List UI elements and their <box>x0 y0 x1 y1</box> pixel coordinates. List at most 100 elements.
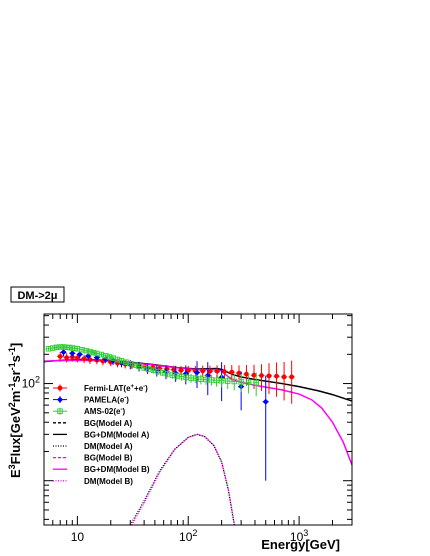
legend-label-part: DM(Model B) <box>84 477 133 486</box>
legend: Fermi-LAT(e++e-)PAMELA(e-)AMS-02(e-)BG(M… <box>53 384 150 486</box>
data-point <box>194 369 201 376</box>
legend-label-part: BG(Model B) <box>84 454 133 463</box>
legend-label-sup: - <box>124 396 126 402</box>
legend-label: DM(Model A) <box>84 442 133 451</box>
curve-dm-model-a- <box>129 433 235 525</box>
axis-ticks <box>43 314 353 525</box>
data-point <box>57 408 63 414</box>
x-tick-label: 102 <box>179 528 197 544</box>
y-label-sup: -1 <box>7 347 17 355</box>
legend-label-part: +e <box>134 384 144 393</box>
legend-label-part: AMS-02(e <box>84 407 121 416</box>
data-point <box>231 378 237 385</box>
y-label-sup: -1 <box>7 362 17 370</box>
data-point <box>200 368 206 374</box>
data-point <box>274 373 279 379</box>
y-label-sup: 3 <box>7 464 17 469</box>
y-label-part: Flux[GeV <box>8 407 23 464</box>
data-point <box>253 379 259 386</box>
legend-label: PAMELA(e-) <box>84 396 129 405</box>
legend-label-part: BG+DM(Model B) <box>84 465 150 474</box>
data-point <box>218 377 225 384</box>
data-point <box>222 369 227 374</box>
data-point <box>85 353 92 360</box>
data-point <box>106 354 113 360</box>
legend-entry: BG+DM(Model A) <box>53 430 150 439</box>
data-point <box>76 351 83 358</box>
data-point <box>229 369 235 375</box>
data-point <box>203 376 209 383</box>
y-axis-label: E3Flux[GeV2m-1sr-1s-1] <box>7 343 23 478</box>
y-label-part: sr <box>8 370 23 382</box>
legend-entry: AMS-02(e-) <box>53 407 125 416</box>
legend-label-part: BG+DM(Model A) <box>84 430 150 439</box>
legend-label: AMS-02(e-) <box>84 407 125 416</box>
legend-label-sup: + <box>131 384 135 390</box>
legend-label-part: PAMELA(e <box>84 396 125 405</box>
legend-label-part: BG(Model A) <box>84 419 132 428</box>
legend-label: BG+DM(Model A) <box>84 430 150 439</box>
series-ams-02-e- <box>45 344 260 397</box>
legend-entry: BG+DM(Model B) <box>53 465 150 474</box>
data-point <box>102 353 109 359</box>
data-point <box>185 368 191 373</box>
data-point <box>87 348 93 355</box>
x-tick-label: 10 <box>71 530 85 544</box>
data-point <box>214 368 220 374</box>
data-point <box>224 378 231 384</box>
y-label-sup: 2 <box>7 402 17 407</box>
data-point <box>74 355 80 361</box>
title-frame <box>10 286 65 303</box>
data-point <box>136 363 142 370</box>
x-tick-label-exp: 2 <box>192 528 197 538</box>
data-point <box>259 373 264 378</box>
legend-label-part: ) <box>122 407 125 416</box>
legend-label-part: ) <box>145 384 148 393</box>
data-point <box>289 374 295 380</box>
plot-frame <box>43 313 353 526</box>
y-tick-label-exp: 2 <box>35 375 40 385</box>
legend-label-part: DM(Model A) <box>84 442 133 451</box>
series-fermi-lat-e-e- <box>57 351 295 404</box>
data-point <box>262 398 269 405</box>
data-point <box>245 379 252 386</box>
data-point <box>50 345 56 351</box>
legend-entry: BG(Model B) <box>53 454 133 463</box>
data-point <box>57 396 63 403</box>
data-point <box>244 371 249 377</box>
legend-label: BG(Model A) <box>84 419 132 428</box>
data-point <box>281 374 287 380</box>
legend-label-sup: - <box>143 384 145 390</box>
data-point <box>266 373 272 379</box>
data-point <box>236 370 242 376</box>
x-axis-label: Energy[GeV] <box>261 537 340 552</box>
data-point <box>69 350 76 357</box>
data-point <box>207 368 213 374</box>
y-label-part: E <box>8 469 23 478</box>
data-point <box>178 367 184 373</box>
data-point <box>238 379 244 385</box>
data-point <box>83 347 89 354</box>
y-label-part: m <box>8 391 23 403</box>
chart-title: DM->2μ <box>17 290 57 302</box>
legend-label-part: ) <box>126 396 129 405</box>
legend-label-sup: - <box>120 407 122 413</box>
legend-entry: Fermi-LAT(e++e-) <box>53 384 148 393</box>
y-label-part: s <box>8 355 23 362</box>
data-point <box>57 354 63 359</box>
data-point <box>87 357 93 363</box>
data-point <box>81 356 87 362</box>
y-label-sup: -1 <box>7 383 17 391</box>
data-point <box>90 349 97 356</box>
data-point <box>64 355 70 361</box>
legend-entry: BG(Model A) <box>53 419 132 428</box>
legend-label: DM(Model B) <box>84 477 133 486</box>
legend-entry: DM(Model A) <box>53 442 133 451</box>
x-tick-label-exp: 3 <box>303 528 308 538</box>
legend-label: Fermi-LAT(e++e-) <box>84 384 148 393</box>
points-layer <box>45 344 295 481</box>
legend-entry: PAMELA(e-) <box>53 396 129 405</box>
chart-title-box: DM->2μ <box>10 286 65 303</box>
legend-label: BG(Model B) <box>84 454 133 463</box>
